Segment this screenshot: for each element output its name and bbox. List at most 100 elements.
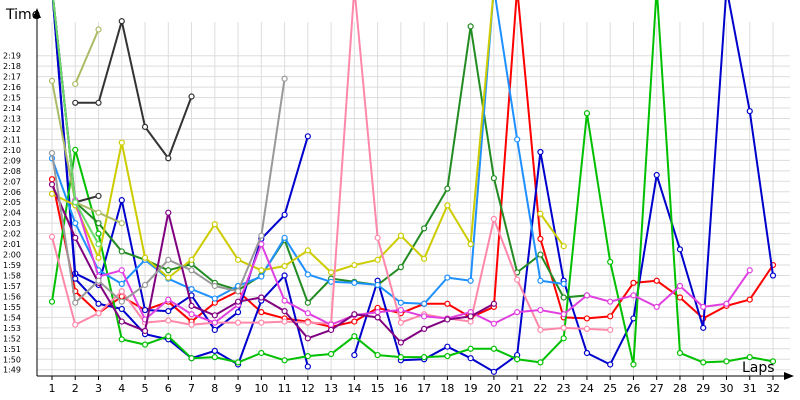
data-point <box>211 347 218 354</box>
data-point <box>258 232 265 239</box>
data-point <box>141 327 149 335</box>
y-tick-label: 2:11 <box>3 135 21 144</box>
data-point <box>234 309 242 316</box>
x-tick-label: 3 <box>95 382 102 395</box>
y-tick-label: 2:01 <box>3 240 21 249</box>
data-point <box>72 99 79 106</box>
data-point <box>165 308 172 315</box>
series-line <box>74 29 100 85</box>
y-tick-label: 2:08 <box>3 167 21 176</box>
data-point <box>211 282 218 290</box>
data-point <box>769 358 777 365</box>
grid <box>37 22 790 380</box>
data-point <box>141 281 149 289</box>
data-point <box>746 108 753 115</box>
data-point <box>211 319 218 326</box>
y-tick-label: 1:55 <box>3 303 21 312</box>
data-point <box>118 288 125 295</box>
data-point <box>351 261 358 269</box>
x-tick-label: 13 <box>324 382 338 395</box>
data-point <box>281 262 288 270</box>
y-tick-label: 2:00 <box>3 251 21 260</box>
y-tick-label: 2:02 <box>3 230 21 239</box>
x-tick-label: 2 <box>72 382 79 395</box>
y-axis-arrow <box>33 8 41 18</box>
data-point <box>630 361 637 368</box>
data-point <box>304 335 311 342</box>
data-point <box>327 350 335 358</box>
data-point <box>304 247 311 254</box>
data-point <box>165 155 172 162</box>
data-point <box>72 321 79 328</box>
data-point <box>560 324 567 331</box>
data-point <box>234 298 242 305</box>
data-point <box>258 349 265 357</box>
series-group <box>48 0 777 375</box>
x-tick-label: 18 <box>440 382 454 395</box>
y-tick-label: 1:53 <box>3 324 21 333</box>
data-point <box>746 296 753 303</box>
data-point <box>188 321 195 328</box>
data-point <box>397 319 404 326</box>
x-tick-label: 1 <box>49 382 56 395</box>
data-point <box>490 345 498 352</box>
data-point <box>141 254 149 261</box>
y-tick-label: 2:14 <box>3 104 21 113</box>
series-9 <box>52 0 753 328</box>
data-point <box>676 294 684 301</box>
x-tick-label: 21 <box>510 382 524 395</box>
series-line <box>51 0 774 366</box>
data-point <box>48 181 56 188</box>
data-point <box>537 251 544 258</box>
data-point <box>304 133 311 140</box>
data-point <box>560 335 567 342</box>
series-15 <box>72 26 102 88</box>
data-point <box>165 317 172 324</box>
data-point <box>188 355 195 362</box>
y-tick-label: 1:58 <box>3 272 21 281</box>
data-point <box>281 357 288 364</box>
x-tick-labels: 1 2 3 4 5 6 7 8 9 10 11 12 13 14 15 16 17 18 19 20 21 22 23 24 2… <box>49 382 781 395</box>
data-point <box>48 149 56 157</box>
data-point <box>351 333 358 340</box>
y-tick-label: 1:51 <box>3 345 21 354</box>
data-point <box>304 363 311 370</box>
data-point <box>258 309 265 316</box>
data-point <box>258 294 265 301</box>
data-point <box>397 232 404 239</box>
data-point <box>234 288 242 295</box>
data-point <box>537 326 544 334</box>
data-point <box>537 306 544 314</box>
x-tick-label: 12 <box>301 382 315 395</box>
data-point <box>421 325 428 332</box>
x-axis-arrow <box>784 372 794 380</box>
data-point <box>397 264 404 271</box>
data-point <box>48 176 56 183</box>
y-tick-label: 2:05 <box>3 198 21 207</box>
data-point <box>374 314 381 321</box>
data-point <box>374 281 381 289</box>
data-point <box>676 246 684 253</box>
data-point <box>514 309 521 316</box>
series-line <box>539 213 565 247</box>
y-tick-labels: 1:49 1:501:51 1:521:53 1:541:55 1:561:571:58… <box>3 52 21 375</box>
y-tick-label: 2:16 <box>3 83 21 92</box>
data-point <box>188 286 195 293</box>
data-point <box>234 319 242 326</box>
series-line <box>75 20 193 160</box>
data-point <box>95 241 102 248</box>
y-tick-label: 2:13 <box>3 115 21 124</box>
data-point <box>48 77 56 84</box>
data-point <box>746 354 753 361</box>
x-tick-label: 11 <box>278 382 292 395</box>
x-tick-label: 31 <box>743 382 757 395</box>
data-point <box>304 319 311 326</box>
data-point <box>397 354 404 361</box>
y-tick-label: 1:49 <box>3 366 21 375</box>
data-point <box>327 278 335 285</box>
data-point <box>165 296 172 303</box>
data-point <box>723 358 730 365</box>
series-line <box>51 184 495 344</box>
series-4 <box>48 0 777 368</box>
